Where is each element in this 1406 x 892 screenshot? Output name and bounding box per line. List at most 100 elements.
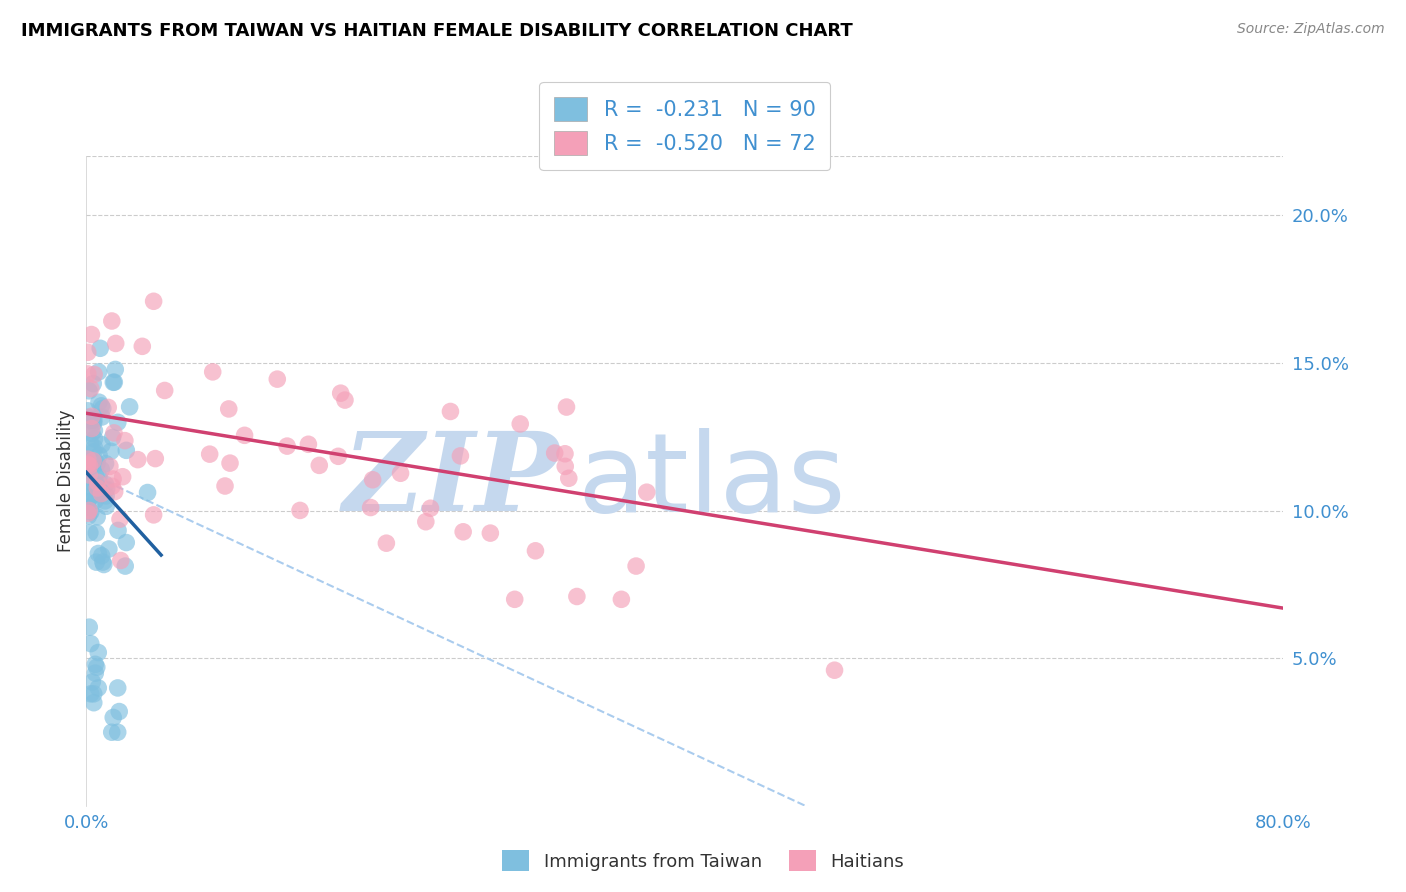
Text: atlas: atlas <box>576 427 845 534</box>
Point <box>87 681 110 695</box>
Point <box>554 447 576 461</box>
Point <box>83 441 105 455</box>
Point <box>89 341 111 355</box>
Point <box>84 467 107 482</box>
Point <box>115 535 138 549</box>
Point <box>86 486 108 500</box>
Point <box>101 314 124 328</box>
Point <box>218 401 240 416</box>
Point <box>83 413 105 427</box>
Point <box>90 463 112 477</box>
Point <box>80 637 103 651</box>
Point <box>83 687 105 701</box>
Point <box>90 409 112 424</box>
Point <box>503 592 526 607</box>
Point <box>103 376 125 390</box>
Point <box>77 620 100 634</box>
Point <box>80 413 103 427</box>
Legend: R =  -0.231   N = 90, R =  -0.520   N = 72: R = -0.231 N = 90, R = -0.520 N = 72 <box>540 82 831 170</box>
Point <box>83 432 105 446</box>
Point <box>266 372 288 386</box>
Point <box>544 446 567 460</box>
Point <box>86 555 108 569</box>
Point <box>104 484 127 499</box>
Point <box>77 468 100 483</box>
Point <box>94 477 117 491</box>
Point <box>107 725 129 739</box>
Point <box>77 508 100 523</box>
Point <box>77 495 100 509</box>
Point <box>80 475 103 489</box>
Y-axis label: Female Disability: Female Disability <box>58 410 75 552</box>
Point <box>214 479 236 493</box>
Point <box>198 447 221 461</box>
Point <box>153 384 176 398</box>
Point <box>80 505 103 519</box>
Point <box>96 482 118 496</box>
Point <box>79 436 101 450</box>
Point <box>114 434 136 448</box>
Point <box>82 454 104 468</box>
Point <box>104 336 127 351</box>
Point <box>558 471 581 485</box>
Point <box>77 464 100 478</box>
Point <box>83 416 105 430</box>
Point <box>91 555 114 569</box>
Point <box>77 462 100 476</box>
Point <box>328 450 350 464</box>
Point <box>86 509 108 524</box>
Point <box>94 457 117 471</box>
Point <box>101 472 124 486</box>
Point <box>86 481 108 495</box>
Point <box>114 559 136 574</box>
Point <box>76 458 98 473</box>
Point <box>233 428 256 442</box>
Point <box>103 425 125 440</box>
Point <box>77 464 100 478</box>
Point <box>201 365 224 379</box>
Point <box>76 455 98 469</box>
Point <box>86 456 108 470</box>
Point <box>76 452 98 467</box>
Point <box>107 415 129 429</box>
Point <box>565 590 588 604</box>
Point <box>419 501 441 516</box>
Point <box>824 663 846 677</box>
Point <box>82 376 104 391</box>
Point <box>107 681 129 695</box>
Point <box>131 339 153 353</box>
Point <box>76 404 98 418</box>
Point <box>333 393 356 408</box>
Point <box>76 506 98 520</box>
Point <box>555 400 578 414</box>
Point <box>276 439 298 453</box>
Point <box>90 484 112 499</box>
Point <box>375 536 398 550</box>
Point <box>108 705 131 719</box>
Point <box>100 725 122 739</box>
Point <box>329 386 352 401</box>
Text: ZIP: ZIP <box>343 427 560 535</box>
Point <box>76 500 98 515</box>
Point <box>97 541 120 556</box>
Point <box>100 444 122 458</box>
Point <box>84 493 107 508</box>
Point <box>79 525 101 540</box>
Point <box>96 489 118 503</box>
Point <box>77 384 100 398</box>
Legend: Immigrants from Taiwan, Haitians: Immigrants from Taiwan, Haitians <box>495 843 911 879</box>
Point <box>90 399 112 413</box>
Point <box>76 345 98 359</box>
Point <box>104 362 127 376</box>
Point <box>86 660 108 674</box>
Point <box>86 525 108 540</box>
Point <box>76 367 98 381</box>
Point <box>97 401 120 415</box>
Point <box>87 448 110 462</box>
Point <box>142 508 165 522</box>
Point <box>361 473 384 487</box>
Point <box>439 404 461 418</box>
Point <box>82 675 104 690</box>
Point <box>76 457 98 471</box>
Point <box>90 486 112 500</box>
